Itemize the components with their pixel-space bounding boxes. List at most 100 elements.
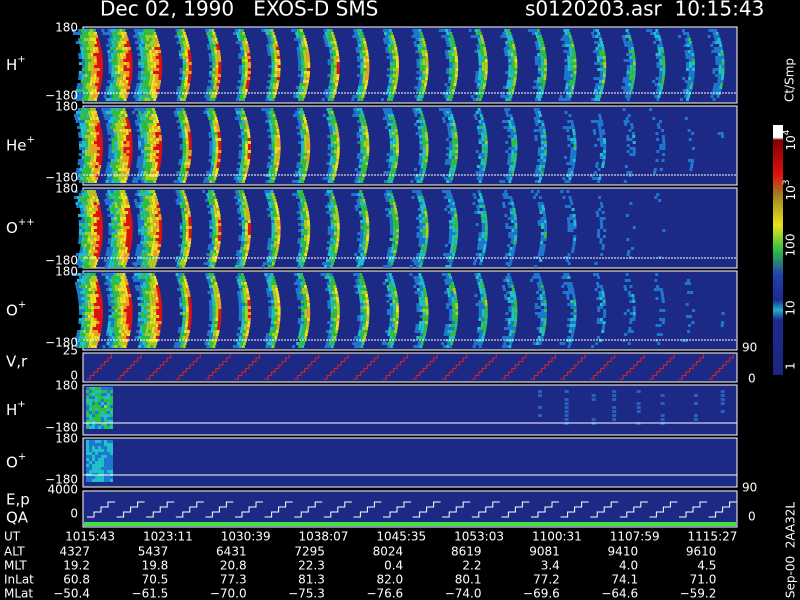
spectro-cell bbox=[298, 98, 302, 101]
spectro-cell bbox=[365, 80, 369, 83]
spectro-cell bbox=[543, 135, 547, 138]
spectro-cell bbox=[274, 220, 278, 223]
spectro-cell bbox=[154, 80, 158, 83]
spectro-cell bbox=[442, 117, 446, 120]
spectro-cell bbox=[632, 135, 636, 138]
spectro-cell bbox=[246, 247, 250, 250]
spectro-cell bbox=[86, 92, 90, 95]
spectro-cell bbox=[484, 153, 488, 156]
spectro-cell bbox=[271, 171, 275, 174]
spectro-cell bbox=[333, 120, 337, 123]
spectro-cell bbox=[114, 111, 118, 114]
spectro-cell bbox=[424, 162, 428, 165]
spectro-cell bbox=[502, 180, 506, 183]
spectro-cell bbox=[77, 29, 81, 32]
spectro-cell bbox=[274, 41, 278, 44]
spectro-cell bbox=[475, 74, 479, 77]
spectro-cell bbox=[93, 135, 97, 138]
spectro-cell bbox=[272, 165, 276, 168]
spectro-cell bbox=[422, 147, 426, 150]
spectro-cell bbox=[102, 111, 106, 114]
spectro-cell bbox=[77, 117, 81, 120]
spectro-cell bbox=[185, 74, 189, 77]
spectro-cell bbox=[383, 171, 387, 174]
spectro-cell bbox=[714, 50, 718, 53]
spectro-cell bbox=[386, 159, 390, 162]
spectro-cell bbox=[145, 165, 149, 168]
spectro-cell bbox=[93, 253, 97, 256]
spectro-cell bbox=[127, 126, 131, 129]
spectro-cell bbox=[626, 138, 630, 141]
spectro-cell bbox=[208, 108, 212, 111]
spectro-cell bbox=[358, 35, 362, 38]
spectro-cell bbox=[93, 238, 97, 241]
spectro-cell bbox=[138, 193, 142, 196]
spectro-cell bbox=[597, 68, 601, 71]
spectro-cell bbox=[419, 74, 423, 77]
spectro-cell bbox=[157, 47, 161, 50]
spectro-cell bbox=[650, 32, 654, 35]
spectro-cell bbox=[88, 65, 91, 68]
spectro-cell bbox=[414, 114, 418, 117]
spectro-cell bbox=[452, 41, 456, 44]
spectro-cell bbox=[188, 229, 192, 232]
spectro-cell bbox=[212, 153, 216, 156]
spectro-cell bbox=[392, 144, 396, 147]
spectro-cell bbox=[386, 265, 390, 268]
spectro-cell bbox=[157, 126, 161, 129]
spectro-cell bbox=[185, 62, 189, 65]
spectro-cell bbox=[303, 135, 307, 138]
spectro-cell bbox=[241, 153, 245, 156]
spectro-cell bbox=[212, 235, 216, 238]
spectro-cell bbox=[568, 168, 572, 171]
spectro-cell bbox=[129, 156, 133, 159]
spectro-cell bbox=[540, 150, 544, 153]
spectro-cell bbox=[300, 117, 304, 120]
spectro-cell bbox=[238, 235, 242, 238]
spectro-cell bbox=[151, 247, 155, 250]
spectro-cell bbox=[361, 208, 365, 211]
spectro-cell bbox=[185, 223, 189, 226]
spectro-cell bbox=[425, 59, 429, 62]
spectro-cell bbox=[106, 196, 110, 199]
spectro-cell bbox=[93, 111, 97, 114]
spectro-cell bbox=[90, 193, 94, 196]
spectro-cell bbox=[87, 56, 91, 59]
spectro-cell bbox=[572, 50, 576, 53]
spectro-cell bbox=[425, 238, 429, 241]
spectro-cell bbox=[530, 29, 534, 32]
spectro-cell bbox=[352, 95, 356, 98]
spectro-cell bbox=[441, 35, 445, 38]
spectro-cell bbox=[539, 50, 543, 53]
spectro-cell bbox=[86, 190, 90, 193]
spectro-cell bbox=[509, 114, 513, 117]
spectro-cell bbox=[133, 108, 137, 111]
spectro-cell bbox=[117, 171, 121, 174]
spectro-cell bbox=[710, 95, 714, 98]
spectro-cell bbox=[149, 241, 153, 244]
spectro-cell bbox=[138, 253, 142, 256]
spectro-cell bbox=[134, 265, 138, 268]
spectro-cell bbox=[273, 129, 277, 132]
spectro-cell bbox=[271, 89, 275, 92]
spectro-cell bbox=[294, 174, 298, 177]
spectro-cell bbox=[108, 62, 112, 65]
spectro-cell bbox=[125, 217, 129, 220]
spectro-cell bbox=[83, 108, 87, 111]
spectro-cell bbox=[360, 71, 364, 74]
spectro-cell bbox=[78, 153, 82, 156]
spectro-cell bbox=[508, 147, 512, 150]
spectro-cell bbox=[366, 147, 370, 150]
spectro-cell bbox=[134, 120, 138, 123]
spectro-cell bbox=[119, 241, 123, 244]
spectro-cell bbox=[217, 238, 221, 241]
spectro-cell bbox=[328, 35, 332, 38]
spectro-cell bbox=[90, 147, 94, 150]
spectro-cell bbox=[141, 150, 145, 153]
spectro-cell bbox=[688, 62, 692, 65]
spectro-cell bbox=[111, 229, 115, 232]
spectro-cell bbox=[140, 159, 144, 162]
spectro-cell bbox=[185, 89, 189, 92]
spectro-cell bbox=[150, 62, 154, 65]
spectro-cell bbox=[212, 71, 216, 74]
